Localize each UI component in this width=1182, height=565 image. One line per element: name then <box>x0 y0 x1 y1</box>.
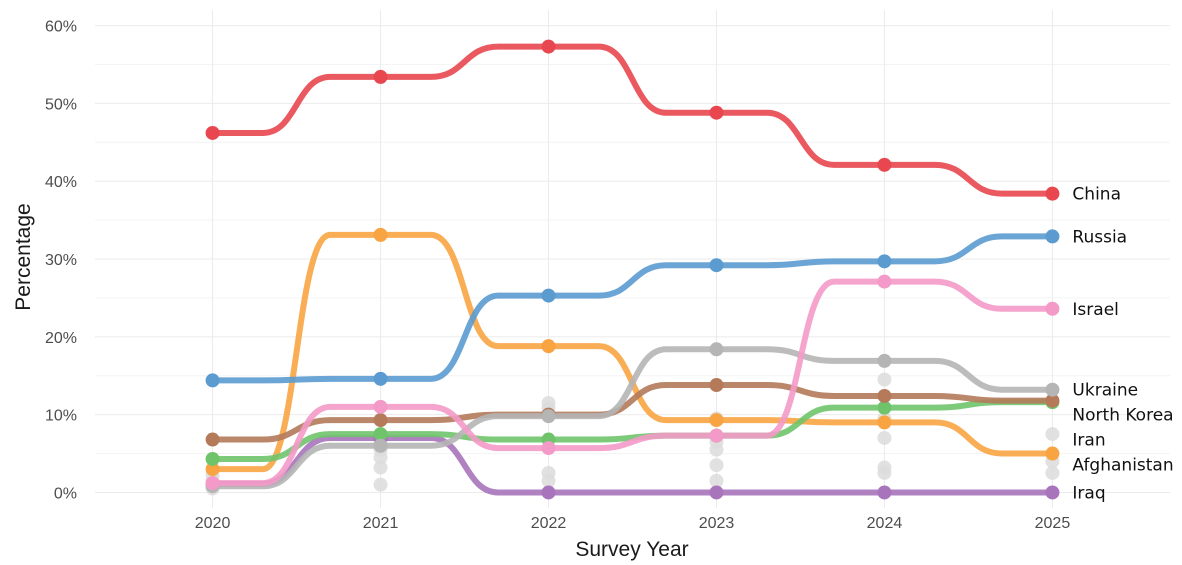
data-point <box>205 462 220 477</box>
data-point <box>205 476 220 491</box>
series-end-label: North Korea <box>1072 406 1173 426</box>
background-point <box>1045 427 1060 442</box>
data-point <box>373 413 388 428</box>
x-tick-label: 2024 <box>867 515 903 532</box>
data-point <box>1045 301 1060 316</box>
y-tick-label: 40% <box>45 174 77 191</box>
data-point <box>877 353 892 368</box>
series-line <box>209 231 1056 473</box>
x-axis-ticks: 2020 2021 2022 2023 2024 2025 <box>195 515 1071 532</box>
data-point <box>373 399 388 414</box>
y-tick-label: 20% <box>45 330 77 347</box>
background-point <box>877 430 892 445</box>
data-point <box>1045 393 1060 408</box>
y-tick-label: 60% <box>45 19 77 36</box>
data-point <box>877 388 892 403</box>
data-point <box>877 274 892 289</box>
background-point <box>1045 465 1060 480</box>
data-point <box>541 441 556 456</box>
series-end-label: Russia <box>1072 227 1127 247</box>
data-point <box>373 69 388 84</box>
data-point <box>1045 382 1060 397</box>
background-point <box>541 465 556 480</box>
data-point <box>373 227 388 242</box>
series-end-label: Iran <box>1072 431 1105 451</box>
data-point <box>709 428 724 443</box>
background-point <box>373 477 388 492</box>
data-point <box>709 378 724 393</box>
series-end-label: Israel <box>1072 300 1118 320</box>
x-tick-label: 2022 <box>531 515 567 532</box>
series-line <box>209 399 1056 462</box>
series-end-labels: China Russia Israel Ukraine North Korea Iran A… <box>1072 185 1173 504</box>
series-line <box>209 43 1056 197</box>
data-point <box>1045 446 1060 461</box>
data-point <box>709 105 724 120</box>
data-point <box>541 409 556 424</box>
y-tick-label: 10% <box>45 408 77 425</box>
series-lines <box>209 43 1056 496</box>
data-point <box>541 485 556 500</box>
data-point <box>709 413 724 428</box>
data-point <box>709 342 724 357</box>
y-tick-label: 30% <box>45 252 77 269</box>
series-points <box>205 39 1060 500</box>
background-point <box>877 372 892 387</box>
data-point <box>709 485 724 500</box>
data-point <box>1045 229 1060 244</box>
data-point <box>541 288 556 303</box>
data-point <box>877 485 892 500</box>
y-axis-title: Percentage <box>12 203 35 310</box>
data-point <box>1045 485 1060 500</box>
background-point <box>709 473 724 488</box>
data-point <box>205 451 220 466</box>
x-tick-label: 2021 <box>363 515 399 532</box>
series-line <box>209 434 1056 496</box>
series-end-label: Afghanistan <box>1072 456 1173 476</box>
series-line <box>209 382 1056 443</box>
series-line <box>209 278 1056 487</box>
data-point <box>373 427 388 442</box>
data-point <box>877 415 892 430</box>
data-point <box>373 371 388 386</box>
background-point <box>877 460 892 475</box>
data-point <box>541 39 556 54</box>
y-tick-label: 50% <box>45 96 77 113</box>
y-axis-ticks: 0% 10% 20% 30% 40% 50% 60% <box>45 19 77 503</box>
data-point <box>877 254 892 269</box>
series-line <box>209 346 1056 490</box>
y-tick-label: 0% <box>54 485 77 502</box>
x-tick-label: 2025 <box>1035 515 1071 532</box>
data-point <box>373 438 388 453</box>
data-point <box>205 432 220 447</box>
data-point <box>709 258 724 273</box>
series-end-label: China <box>1072 185 1121 205</box>
data-point <box>877 157 892 172</box>
series-line <box>209 233 1056 384</box>
data-point <box>205 125 220 140</box>
background-point <box>709 458 724 473</box>
background-point <box>373 460 388 475</box>
x-tick-label: 2020 <box>195 515 231 532</box>
series-end-label: Ukraine <box>1072 381 1138 401</box>
series-end-label: Iraq <box>1072 483 1105 503</box>
x-axis-title: Survey Year <box>575 538 688 561</box>
data-point <box>541 339 556 354</box>
data-point <box>1045 186 1060 201</box>
x-tick-label: 2023 <box>699 515 735 532</box>
data-point <box>205 373 220 388</box>
data-point <box>877 400 892 415</box>
